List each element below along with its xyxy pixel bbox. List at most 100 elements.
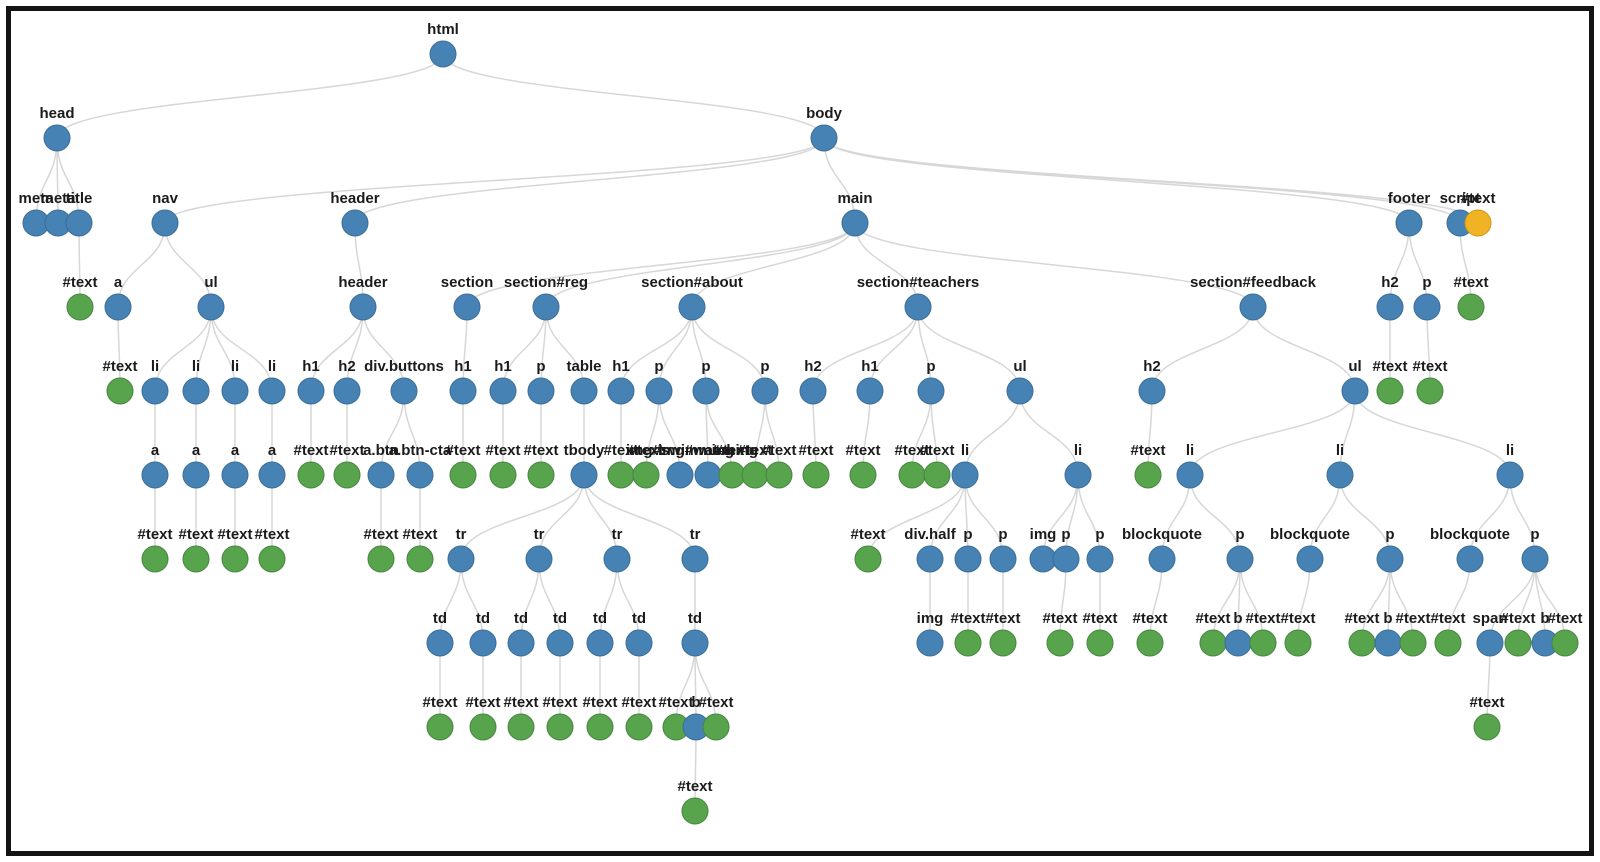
dom-node-about_p2_text[interactable]: #text bbox=[714, 442, 750, 489]
dom-node-sec_reg[interactable]: section#reg bbox=[504, 274, 588, 321]
dom-node-sec_feedback[interactable]: section#feedback bbox=[1190, 274, 1317, 321]
text-node-circle[interactable] bbox=[586, 713, 614, 741]
dom-node-fp3_text2[interactable]: #text bbox=[1547, 610, 1583, 657]
element-node-circle[interactable] bbox=[916, 545, 944, 573]
element-node-circle[interactable] bbox=[182, 461, 210, 489]
text-node-circle[interactable] bbox=[898, 461, 926, 489]
element-node-circle[interactable] bbox=[625, 629, 653, 657]
dom-node-tli1_p1_text[interactable]: #text bbox=[950, 610, 986, 657]
dom-node-tli2_p2_text[interactable]: #text bbox=[1082, 610, 1118, 657]
element-node-circle[interactable] bbox=[1052, 545, 1080, 573]
text-node-circle[interactable] bbox=[1504, 629, 1532, 657]
dom-node-fb_h2_text[interactable]: #text bbox=[1130, 442, 1166, 489]
element-node-circle[interactable] bbox=[197, 293, 225, 321]
element-node-circle[interactable] bbox=[570, 461, 598, 489]
dom-node-html[interactable]: html bbox=[427, 21, 459, 68]
element-node-circle[interactable] bbox=[447, 545, 475, 573]
dom-node-tli2[interactable]: li bbox=[1064, 442, 1092, 489]
dom-node-fli1[interactable]: li bbox=[1176, 442, 1204, 489]
dom-node-li3[interactable]: li bbox=[221, 358, 249, 405]
dom-node-td4[interactable]: td bbox=[546, 610, 574, 657]
element-node-circle[interactable] bbox=[989, 545, 1017, 573]
dom-node-fb_h2[interactable]: h2 bbox=[1138, 358, 1166, 405]
element-node-circle[interactable] bbox=[603, 545, 631, 573]
dom-node-footer_h2_text[interactable]: #text bbox=[1372, 358, 1408, 405]
dom-node-bq2[interactable]: blockquote bbox=[1270, 526, 1350, 573]
dom-node-hero_h1[interactable]: h1 bbox=[449, 358, 477, 405]
text-node-circle[interactable] bbox=[954, 629, 982, 657]
text-node-circle[interactable] bbox=[367, 545, 395, 573]
element-node-circle[interactable] bbox=[546, 629, 574, 657]
dom-node-footer_h2[interactable]: h2 bbox=[1376, 274, 1404, 321]
dom-node-teach_ul[interactable]: ul bbox=[1006, 358, 1034, 405]
dom-node-hdr_h1[interactable]: h1 bbox=[297, 358, 325, 405]
element-node-circle[interactable] bbox=[1521, 545, 1549, 573]
dom-node-bq3[interactable]: blockquote bbox=[1430, 526, 1510, 573]
element-node-circle[interactable] bbox=[453, 293, 481, 321]
element-node-circle[interactable] bbox=[532, 293, 560, 321]
dom-node-a2[interactable]: a bbox=[182, 442, 210, 489]
dom-node-sec_hero[interactable]: section bbox=[441, 274, 494, 321]
text-node-circle[interactable] bbox=[106, 377, 134, 405]
text-node-circle[interactable] bbox=[1348, 629, 1376, 657]
text-node-circle[interactable] bbox=[741, 461, 769, 489]
dom-node-tli2_p2[interactable]: p bbox=[1086, 526, 1114, 573]
dom-node-script_text[interactable]: #text bbox=[1453, 274, 1489, 321]
text-node-circle[interactable] bbox=[702, 713, 730, 741]
text-node-circle[interactable] bbox=[141, 545, 169, 573]
dom-node-a4_text[interactable]: #text bbox=[254, 526, 290, 573]
element-node-circle[interactable] bbox=[1029, 545, 1057, 573]
dom-node-a_btn_text[interactable]: #text bbox=[363, 526, 399, 573]
element-node-circle[interactable] bbox=[681, 545, 709, 573]
dom-node-about_p3[interactable]: p bbox=[751, 358, 779, 405]
dom-node-tr4[interactable]: tr bbox=[681, 526, 709, 573]
dom-node-tli2_img[interactable]: img bbox=[1029, 526, 1057, 573]
dom-node-title[interactable]: title bbox=[65, 190, 93, 237]
element-node-circle[interactable] bbox=[678, 293, 706, 321]
element-node-circle[interactable] bbox=[1006, 377, 1034, 405]
element-node-circle[interactable] bbox=[221, 461, 249, 489]
dom-node-footer_p[interactable]: p bbox=[1413, 274, 1441, 321]
dom-node-td2[interactable]: td bbox=[469, 610, 497, 657]
text-node-circle[interactable] bbox=[333, 461, 361, 489]
element-node-circle[interactable] bbox=[1374, 629, 1402, 657]
element-node-circle[interactable] bbox=[1148, 545, 1176, 573]
element-node-circle[interactable] bbox=[1395, 209, 1423, 237]
element-node-circle[interactable] bbox=[841, 209, 869, 237]
element-node-circle[interactable] bbox=[449, 377, 477, 405]
dom-node-bq1[interactable]: blockquote bbox=[1122, 526, 1202, 573]
element-node-circle[interactable] bbox=[856, 377, 884, 405]
element-node-circle[interactable] bbox=[954, 545, 982, 573]
element-node-circle[interactable] bbox=[1456, 545, 1484, 573]
element-node-circle[interactable] bbox=[527, 377, 555, 405]
element-node-circle[interactable] bbox=[151, 209, 179, 237]
dom-node-about_p1[interactable]: p bbox=[645, 358, 673, 405]
element-node-circle[interactable] bbox=[104, 293, 132, 321]
dom-node-tr1[interactable]: tr bbox=[447, 526, 475, 573]
element-node-circle[interactable] bbox=[182, 377, 210, 405]
dom-node-td3_text[interactable]: #text bbox=[503, 694, 539, 741]
dom-node-teach_p_text2[interactable]: #text bbox=[919, 442, 955, 489]
dom-node-fp1[interactable]: p bbox=[1226, 526, 1254, 573]
text-node-circle[interactable] bbox=[1376, 377, 1404, 405]
element-node-circle[interactable] bbox=[297, 377, 325, 405]
dom-node-td4_text[interactable]: #text bbox=[542, 694, 578, 741]
text-node-circle[interactable] bbox=[1134, 461, 1162, 489]
dom-node-footer_p_text[interactable]: #text bbox=[1412, 358, 1448, 405]
dom-node-a3_text[interactable]: #text bbox=[217, 526, 253, 573]
element-node-circle[interactable] bbox=[221, 377, 249, 405]
element-node-circle[interactable] bbox=[426, 629, 454, 657]
dom-node-tli1_p2[interactable]: p bbox=[989, 526, 1017, 573]
dom-node-about_p3_text1[interactable]: #text bbox=[737, 442, 773, 489]
element-node-circle[interactable] bbox=[799, 377, 827, 405]
dom-node-nav[interactable]: nav bbox=[151, 190, 179, 237]
dom-node-img_swimming[interactable]: img#swimming bbox=[626, 442, 734, 489]
dom-node-td6_text[interactable]: #text bbox=[621, 694, 657, 741]
element-node-circle[interactable] bbox=[141, 461, 169, 489]
text-node-circle[interactable] bbox=[527, 461, 555, 489]
element-node-circle[interactable] bbox=[645, 377, 673, 405]
text-node-circle[interactable] bbox=[849, 461, 877, 489]
element-node-circle[interactable] bbox=[349, 293, 377, 321]
dom-node-nav_a[interactable]: a bbox=[104, 274, 132, 321]
text-node-circle[interactable] bbox=[989, 629, 1017, 657]
